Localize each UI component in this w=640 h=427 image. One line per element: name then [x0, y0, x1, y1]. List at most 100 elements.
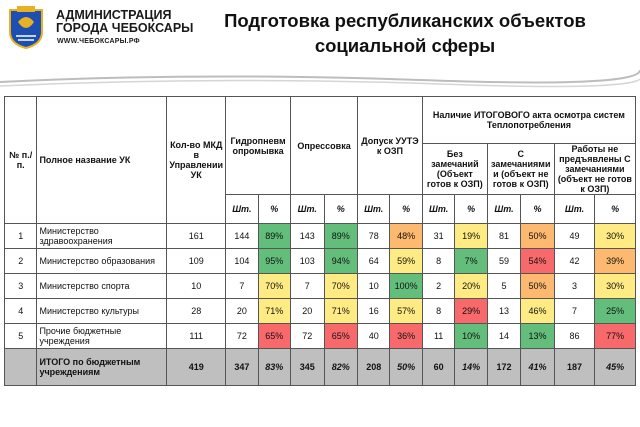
- total-gidro-count: 347: [225, 348, 259, 386]
- row-szam-count: 81: [486, 223, 522, 249]
- row-number: 2: [3, 248, 38, 274]
- total-szam-count: 172: [486, 348, 522, 386]
- row-gidro-pct: 89%: [257, 223, 292, 249]
- col-header-opres: Опрессовка: [290, 96, 358, 195]
- row-dopusk-pct: 59%: [389, 248, 423, 274]
- table-row: 2 Министерство образования 109 104 95% 1…: [3, 248, 636, 274]
- row-bez-count: 2: [421, 273, 456, 299]
- row-name: Министерство образования: [36, 248, 168, 274]
- total-dopusk-count: 208: [356, 348, 391, 386]
- row-rab-pct: 30%: [594, 223, 636, 249]
- row-gidro-pct: 70%: [257, 273, 292, 299]
- col-header-mkd: Кол-во МКД в Управлении УК: [166, 96, 227, 224]
- col-header-bez: Без замечаний (Объект готов к ОЗП): [421, 143, 488, 195]
- row-gidro-pct: 95%: [257, 248, 292, 274]
- row-opres-pct: 94%: [323, 248, 358, 274]
- row-szam-pct: 13%: [520, 323, 555, 349]
- row-bez-count: 31: [421, 223, 456, 249]
- row-dopusk-count: 16: [356, 298, 391, 324]
- row-mkd: 10: [166, 273, 227, 299]
- total-dopusk-pct: 50%: [389, 348, 423, 386]
- total-szam-pct: 41%: [520, 348, 555, 386]
- row-szam-count: 5: [486, 273, 522, 299]
- row-dopusk-count: 10: [356, 273, 391, 299]
- row-mkd: 111: [166, 323, 227, 349]
- row-rab-pct: 77%: [594, 323, 636, 349]
- row-bez-pct: 19%: [454, 223, 488, 249]
- col-header-name: Полное название УК: [36, 96, 168, 224]
- page-title: Подготовка республиканских объектов соци…: [224, 10, 586, 56]
- row-bez-pct: 29%: [454, 298, 488, 324]
- row-gidro-count: 144: [225, 223, 259, 249]
- row-opres-pct: 70%: [323, 273, 358, 299]
- row-dopusk-pct: 57%: [389, 298, 423, 324]
- row-bez-pct: 7%: [454, 248, 488, 274]
- row-bez-count: 8: [421, 248, 456, 274]
- subheader-pct: %: [520, 194, 555, 224]
- total-rab-count: 187: [553, 348, 596, 386]
- row-name: Министерство спорта: [36, 273, 168, 299]
- row-number: 3: [3, 273, 38, 299]
- total-row: ИТОГО по бюджетным учреждениям 419 347 8…: [3, 348, 636, 386]
- row-gidro-count: 7: [225, 273, 259, 299]
- total-name: ИТОГО по бюджетным учреждениям: [36, 348, 168, 386]
- row-number: 5: [3, 323, 38, 349]
- subheader-sht: Шт.: [553, 194, 596, 224]
- row-dopusk-pct: 100%: [389, 273, 423, 299]
- row-opres-count: 7: [290, 273, 325, 299]
- table-row: 4 Министерство культуры 28 20 71% 20 71%…: [3, 298, 636, 324]
- row-name: Министерство здравоохранения: [36, 223, 168, 249]
- subheader-sht: Шт.: [356, 194, 391, 224]
- website-link[interactable]: WWW.ЧЕБОКСАРЫ.РФ: [57, 38, 140, 45]
- row-number: 1: [3, 223, 38, 249]
- page-header: АДМИНИСТРАЦИЯ ГОРОДА ЧЕБОКСАРЫ WWW.ЧЕБОК…: [0, 0, 640, 96]
- row-gidro-count: 104: [225, 248, 259, 274]
- decorative-lines: [0, 69, 640, 88]
- row-opres-pct: 71%: [323, 298, 358, 324]
- total-gidro-pct: 83%: [257, 348, 292, 386]
- row-opres-count: 20: [290, 298, 325, 324]
- row-dopusk-pct: 36%: [389, 323, 423, 349]
- row-opres-pct: 89%: [323, 223, 358, 249]
- row-number: 4: [3, 298, 38, 324]
- row-opres-count: 143: [290, 223, 325, 249]
- col-header-dopusk: Допуск УУТЭ к ОЗП: [356, 96, 423, 195]
- row-bez-pct: 20%: [454, 273, 488, 299]
- subheader-pct: %: [257, 194, 292, 224]
- row-bez-count: 8: [421, 298, 456, 324]
- subheader-pct: %: [389, 194, 423, 224]
- total-opres-count: 345: [290, 348, 325, 386]
- row-rab-count: 86: [553, 323, 596, 349]
- row-rab-pct: 25%: [594, 298, 636, 324]
- subheader-pct: %: [323, 194, 358, 224]
- row-szam-pct: 50%: [520, 223, 555, 249]
- row-szam-pct: 46%: [520, 298, 555, 324]
- col-header-szam: С замечаниями и (объект не готов к ОЗП): [486, 143, 555, 195]
- row-rab-pct: 30%: [594, 273, 636, 299]
- cheboksary-emblem-icon: [9, 6, 43, 50]
- row-mkd: 161: [166, 223, 227, 249]
- row-gidro-pct: 71%: [257, 298, 292, 324]
- subheader-pct: %: [594, 194, 636, 224]
- table-row: 3 Министерство спорта 10 7 70% 7 70% 10 …: [3, 273, 636, 299]
- subheader-sht: Шт.: [225, 194, 259, 224]
- row-rab-count: 42: [553, 248, 596, 274]
- col-header-rab: Работы не предъявлены С замечаниями (объ…: [553, 143, 637, 195]
- total-bez-pct: 14%: [454, 348, 488, 386]
- row-dopusk-count: 40: [356, 323, 391, 349]
- row-szam-count: 14: [486, 323, 522, 349]
- row-gidro-pct: 65%: [257, 323, 292, 349]
- col-header-akt: Наличие ИТОГОВОГО акта осмотра систем Те…: [421, 96, 637, 144]
- row-mkd: 109: [166, 248, 227, 274]
- subheader-sht: Шт.: [290, 194, 325, 224]
- row-opres-count: 72: [290, 323, 325, 349]
- readiness-table: № п./п. Полное название УК Кол-во МКД в …: [3, 96, 637, 386]
- org-name: АДМИНИСТРАЦИЯ ГОРОДА ЧЕБОКСАРЫ: [56, 8, 194, 35]
- row-szam-pct: 50%: [520, 273, 555, 299]
- row-rab-count: 7: [553, 298, 596, 324]
- subheader-sht: Шт.: [486, 194, 522, 224]
- total-rab-pct: 45%: [594, 348, 636, 386]
- row-rab-count: 3: [553, 273, 596, 299]
- total-opres-pct: 82%: [323, 348, 358, 386]
- row-mkd: 28: [166, 298, 227, 324]
